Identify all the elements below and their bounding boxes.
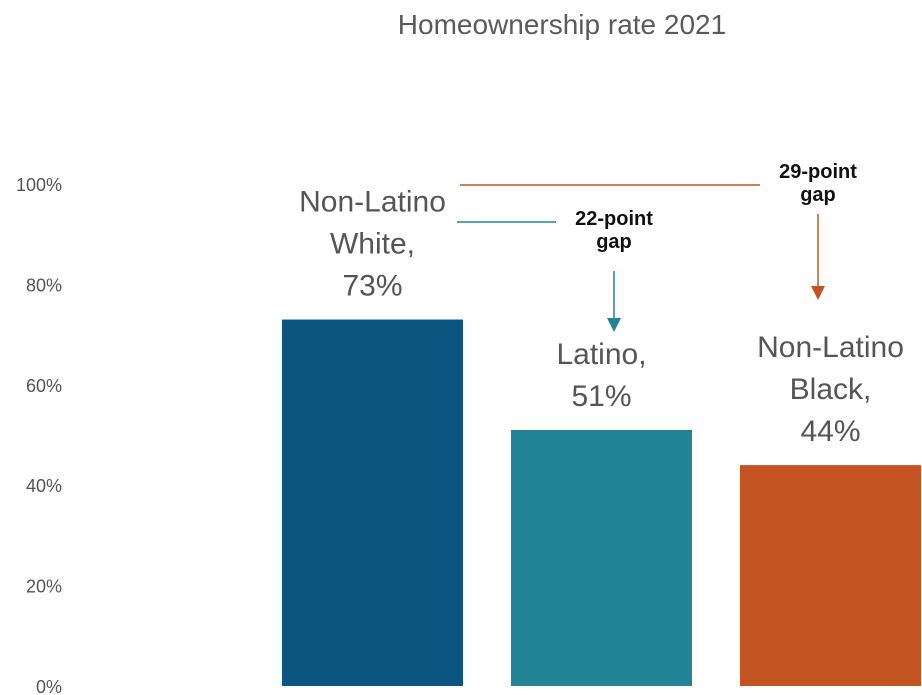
gap-annotation: 29-point gap bbox=[460, 161, 857, 300]
gap-arrowhead bbox=[811, 286, 825, 300]
bar-label: Latino, 51% bbox=[556, 338, 646, 413]
bar-labels: Non-Latino White, 73% Latino, 51% Non-Latino B… bbox=[299, 186, 904, 449]
chart-title: Homeownership rate 2021 bbox=[398, 9, 726, 40]
bar-label: Non-Latino White, 73% bbox=[299, 186, 446, 303]
gap-annotation: 22-point gap bbox=[457, 208, 653, 332]
y-tick-label: 80% bbox=[26, 275, 62, 295]
gap-label: 22-point gap bbox=[575, 208, 653, 253]
gap-label: 29-point gap bbox=[779, 161, 857, 206]
y-tick-label: 100% bbox=[16, 175, 62, 195]
bar bbox=[740, 465, 921, 686]
gap-arrowhead bbox=[607, 318, 621, 332]
y-tick-label: 0% bbox=[36, 677, 62, 695]
bar-label: Non-Latino Black, 44% bbox=[757, 331, 904, 448]
bar bbox=[511, 429, 692, 686]
y-tick-label: 40% bbox=[26, 476, 62, 496]
gap-annotations: 22-point gap 29-point gap bbox=[457, 161, 857, 332]
y-tick-label: 20% bbox=[26, 577, 62, 597]
y-tick-label: 60% bbox=[26, 376, 62, 396]
bars bbox=[282, 319, 921, 686]
y-axis: 0% 20% 40% 60% 80% 100% bbox=[16, 175, 62, 695]
bar bbox=[282, 319, 463, 686]
